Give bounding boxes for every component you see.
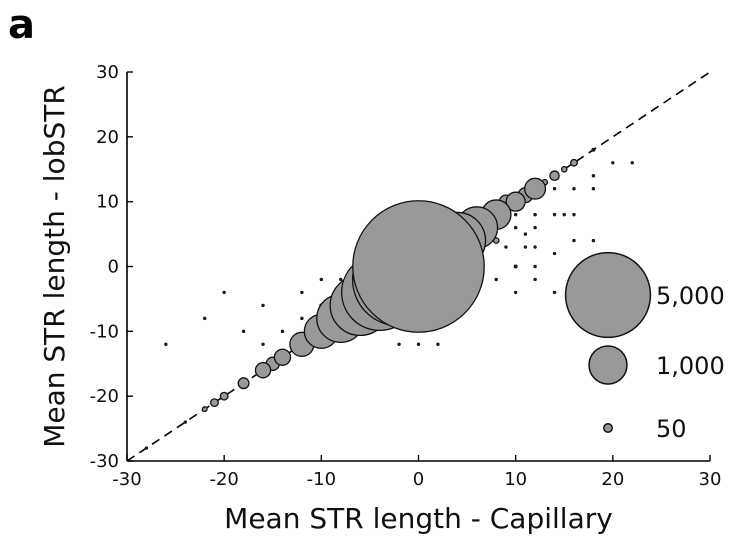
data-point [280,329,285,334]
data-point [533,264,537,269]
legend-label: 5,000 [656,282,725,310]
data-point [210,398,219,408]
x-tick-label: 30 [699,469,722,490]
data-point [560,165,568,173]
data-point [436,342,440,346]
data-point [237,377,250,390]
data-point [513,212,518,217]
data-point [416,342,421,346]
data-point [591,174,596,178]
data-point [572,238,576,243]
data-point [222,290,226,295]
data-point [203,316,207,321]
data-point [319,277,324,282]
data-point [504,245,508,249]
data-point [533,277,537,282]
data-point [397,342,401,346]
x-tick-label: 10 [504,469,527,490]
data-point [352,200,485,333]
data-point [300,316,304,321]
legend-label: 1,000 [656,352,725,380]
data-point [533,225,537,230]
x-tick-label: 0 [413,469,424,490]
data-point [505,191,526,212]
data-point [591,147,596,152]
data-point [533,212,537,217]
data-point [513,264,518,269]
data-point [552,212,557,217]
legend-label: 50 [656,415,687,443]
data-point [513,290,518,295]
data-point [549,170,560,182]
data-point [552,251,557,256]
data-point [164,342,168,346]
points-layer [144,147,634,450]
y-tick-label: -10 [90,321,119,342]
data-point [219,391,229,401]
data-point [494,277,498,282]
x-tick-label: -20 [209,469,238,490]
data-point [523,232,528,236]
data-point [572,187,576,191]
data-point [523,245,528,249]
data-point [513,225,518,230]
data-point [273,348,292,366]
data-point [533,245,537,249]
data-point [562,212,566,217]
data-point [552,290,557,295]
data-point [552,187,557,191]
x-tick-label: -30 [112,469,141,490]
x-tick-label: 20 [601,469,624,490]
panel-letter: a [8,2,35,48]
data-point [201,406,208,413]
data-point [524,177,547,200]
data-point [572,212,576,217]
data-point [254,361,272,379]
data-point [261,303,265,308]
data-point [144,446,149,450]
data-point [591,187,596,191]
data-point [300,290,304,295]
data-point [570,158,578,167]
legend: 5,000 1,000 50 [564,251,725,443]
axes: -30 -20 -10 0 10 20 30 -30 -20 -10 0 10 20 30 [90,62,722,490]
legend-marker [603,423,613,433]
y-tick-label: 30 [96,62,119,83]
data-point [630,161,634,165]
y-axis-label: Mean STR length - lobSTR [38,85,71,448]
y-tick-label: 10 [96,192,119,213]
data-point [183,420,188,424]
data-point [339,277,343,282]
y-tick-label: -20 [90,386,119,407]
data-point [241,329,246,334]
legend-marker [588,345,628,385]
y-tick-label: 20 [96,127,119,148]
data-point [611,161,615,165]
x-axis-label: Mean STR length - Capillary [224,502,613,535]
y-tick-label: 0 [108,257,119,278]
legend-marker [564,251,652,339]
y-tick-label: -30 [90,451,119,472]
data-point [591,238,596,243]
x-tick-label: -10 [307,469,336,490]
data-point [261,342,265,346]
